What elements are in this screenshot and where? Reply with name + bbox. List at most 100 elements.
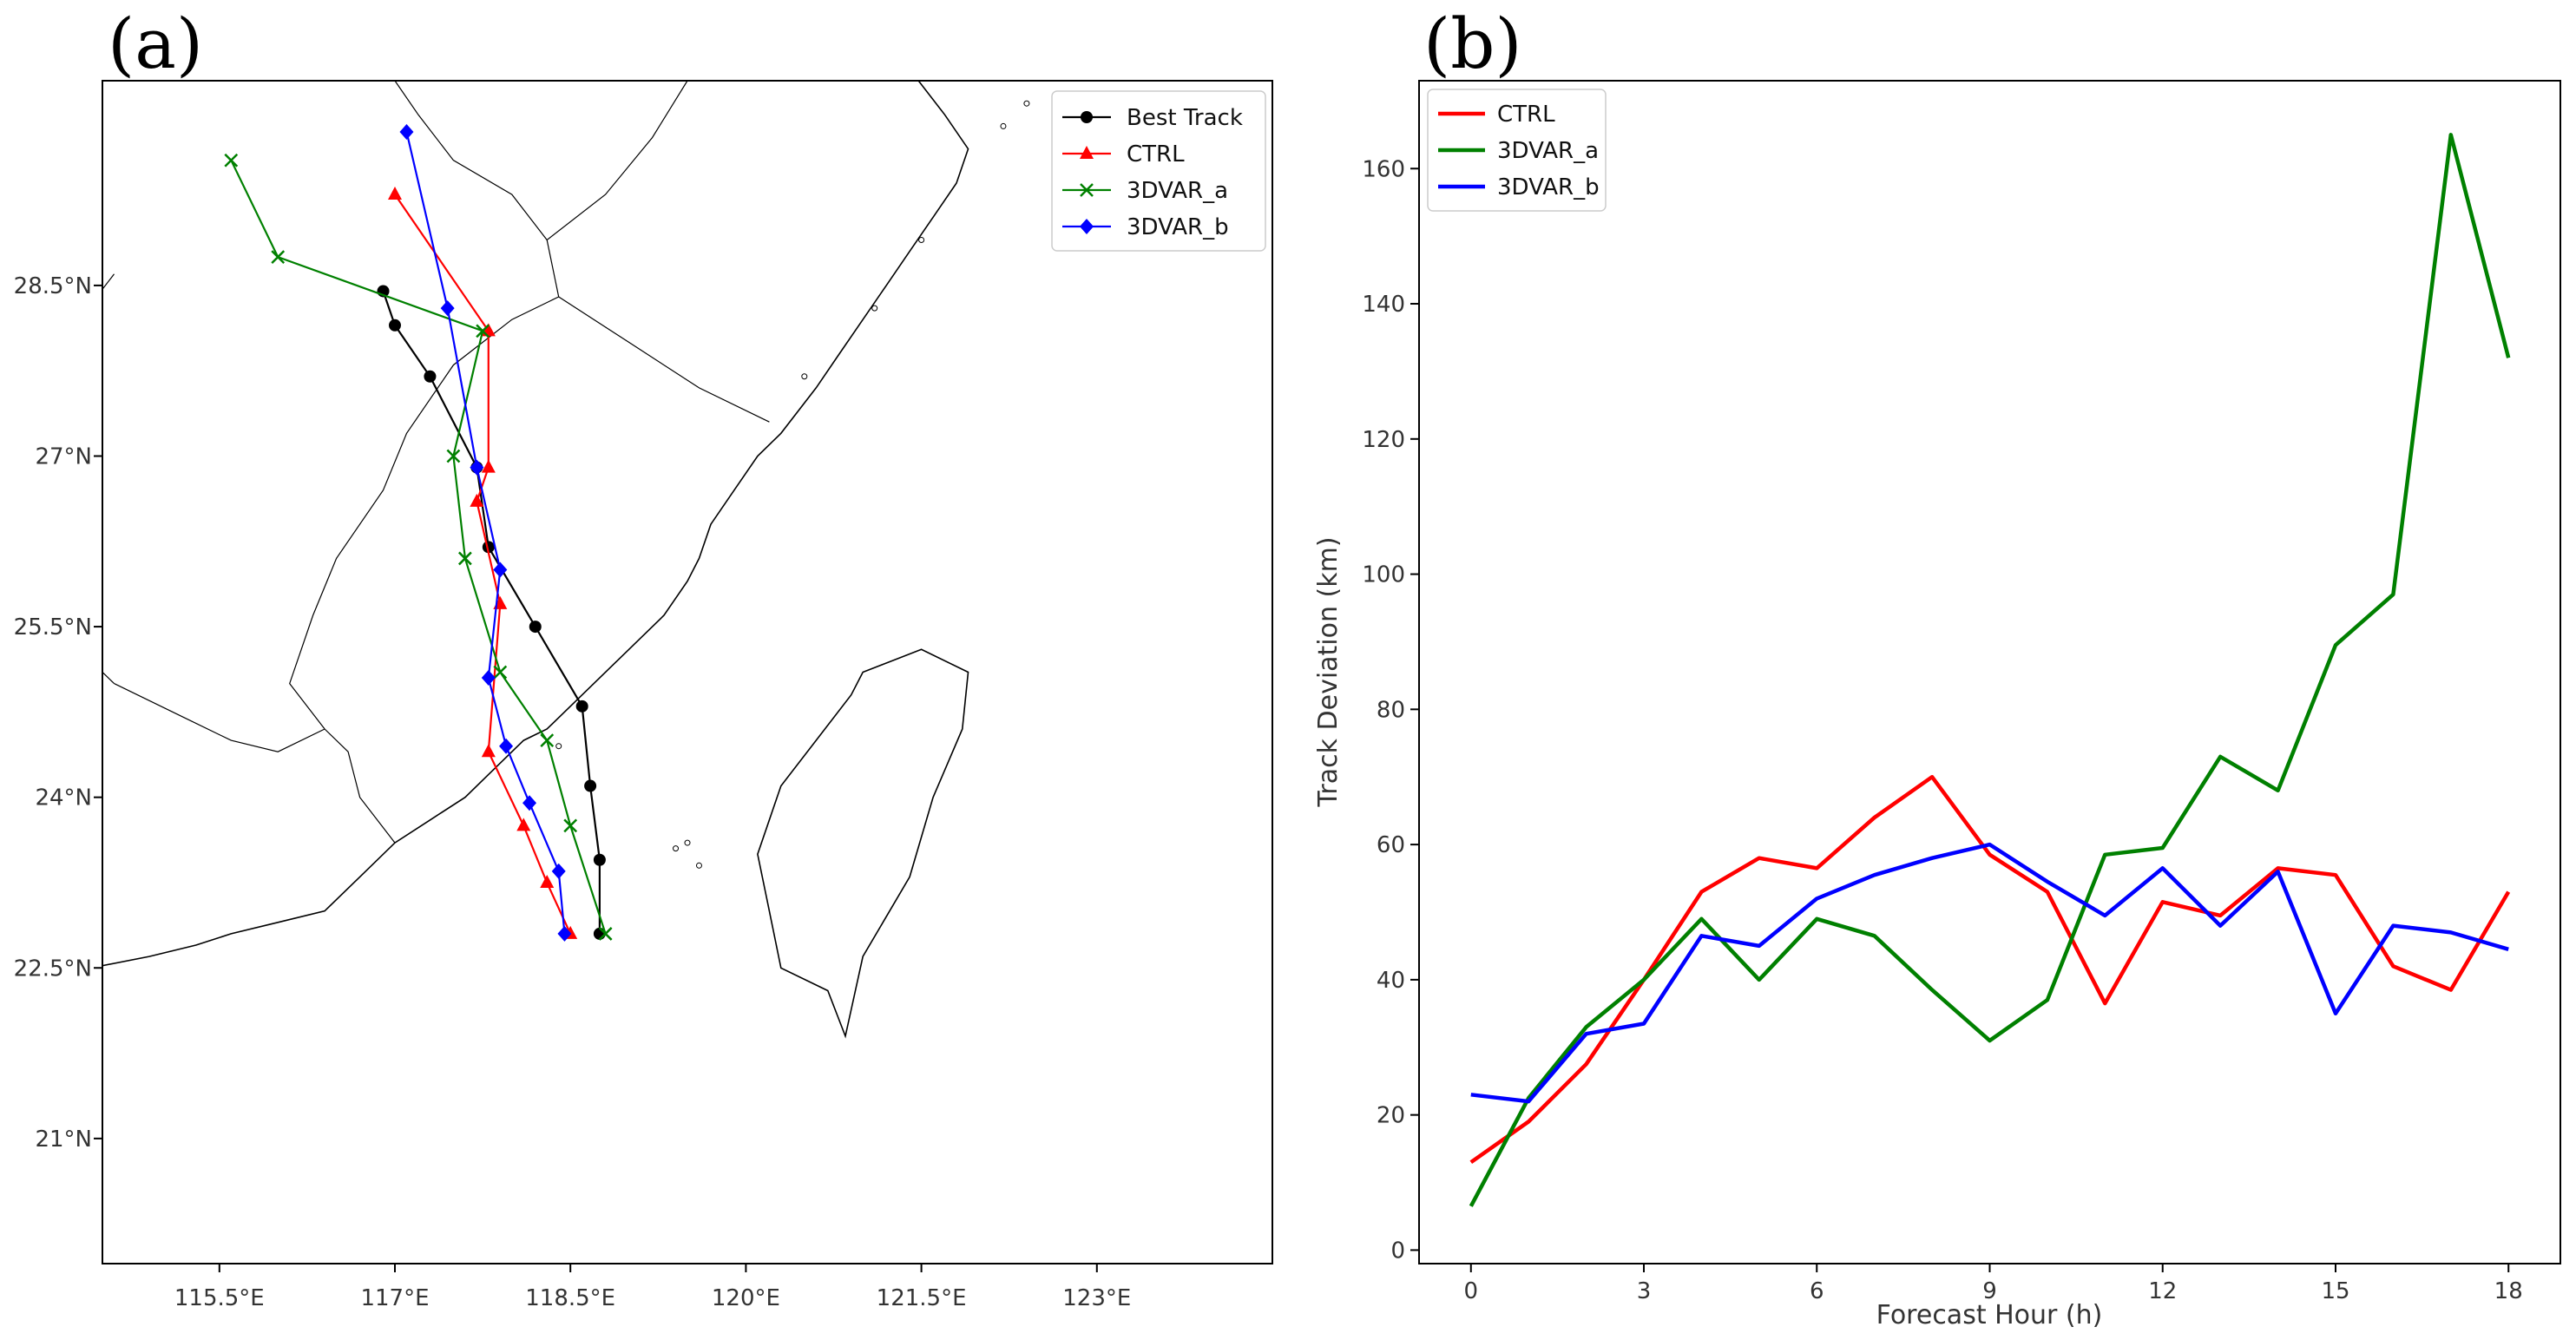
zhejiang-anhui-border (546, 81, 688, 240)
fujian-jiangxi-border (289, 296, 559, 730)
track-line-3dvar-a (230, 160, 607, 935)
line-x-tick-label: 0 (1463, 1278, 1478, 1304)
track-point-best-track (482, 541, 495, 554)
island-2 (695, 862, 702, 869)
track-line-ctrl (394, 194, 572, 935)
track-deviation-panel: 0 3 6 9 12 15 18 0 20 40 60 80 100 120 140 160 Forecas… (1313, 80, 2561, 1330)
jiangxi-hunan-border (102, 273, 115, 291)
island-4 (801, 373, 808, 380)
line-y-ticks: 0 20 40 60 80 100 120 140 160 (1362, 156, 1419, 1264)
line-x-tick-label: 9 (1982, 1278, 1997, 1304)
jiangxi-zhejiang-anhui-border (394, 81, 560, 298)
line-y-tick-label: 100 (1362, 562, 1405, 588)
track-line-best-track (382, 291, 601, 934)
track-point-3dvar-a (540, 733, 555, 748)
line-legend-label-3dvar-a: 3DVAR_a (1497, 138, 1599, 164)
track-point-ctrl (540, 874, 555, 888)
island-3 (673, 845, 680, 852)
map-legend-label-3dvar-b: 3DVAR_b (1127, 214, 1229, 240)
track-map-panel: 115.5°E 117°E 118.5°E 120°E 121.5°E 123°E 21°… (14, 80, 1273, 1311)
track-point-3dvar-b (522, 795, 537, 811)
line-x-tick-label: 12 (2148, 1278, 2177, 1304)
map-axes-frame (102, 80, 1273, 1264)
track-point-3dvar-b (440, 300, 455, 317)
map-x-tick-label: 123°E (1062, 1285, 1131, 1311)
line-legend-label-3dvar-b: 3DVAR_b (1497, 174, 1600, 200)
track-point-ctrl (470, 493, 484, 507)
track-point-best-track (575, 700, 588, 713)
line-x-tick-label: 15 (2321, 1278, 2349, 1304)
line-y-tick-label: 60 (1377, 832, 1405, 858)
track-point-3dvar-a (476, 324, 490, 338)
map-legend: Best Track CTRL 3DVAR_a 3DVAR_b (1051, 90, 1266, 252)
series-line-3dvar-b (1470, 842, 2509, 1104)
map-x-tick-label: 118.5°E (525, 1285, 615, 1311)
y-axis-label: Track Deviation (km) (1313, 536, 1344, 807)
map-y-tick-label: 22.5°N (14, 956, 92, 982)
line-y-tick-label: 20 (1377, 1103, 1405, 1129)
track-point-ctrl (516, 818, 531, 831)
island-9 (1023, 100, 1030, 107)
track-point-best-track (584, 779, 597, 792)
track-point-3dvar-b (493, 562, 508, 578)
track-point-3dvar-b (470, 459, 484, 476)
map-legend-label-3dvar-a: 3DVAR_a (1127, 178, 1228, 204)
track-point-3dvar-a (224, 153, 239, 168)
track-point-3dvar-b (399, 123, 414, 140)
track-point-3dvar-a (446, 449, 461, 463)
map-y-tick-label: 28.5°N (14, 273, 92, 299)
map-x-ticks: 115.5°E 117°E 118.5°E 120°E 121.5°E 123°E (174, 1264, 1131, 1311)
track-point-best-track (424, 370, 437, 383)
series-line-ctrl (1469, 774, 2511, 1165)
island-1 (684, 839, 691, 846)
line-y-tick-label: 80 (1377, 697, 1405, 723)
line-x-tick-label: 18 (2494, 1278, 2523, 1304)
track-point-best-track (529, 621, 542, 634)
map-x-tick-label: 117°E (360, 1285, 429, 1311)
line-x-tick-label: 3 (1637, 1278, 1652, 1304)
taiwan-island (757, 648, 969, 1039)
map-x-tick-label: 120°E (712, 1285, 780, 1311)
map-y-tick-label: 25.5°N (14, 614, 92, 640)
line-y-tick-label: 160 (1362, 156, 1405, 182)
line-x-tick-label: 6 (1810, 1278, 1824, 1304)
track-point-3dvar-a (271, 250, 286, 265)
mainland-coastline (102, 81, 969, 967)
line-axes-frame (1418, 80, 2561, 1264)
series-line-3dvar-a (1469, 133, 2511, 1207)
island-5 (871, 305, 878, 312)
panel-a-label: (a) (108, 3, 203, 84)
track-point-3dvar-a (563, 818, 578, 833)
island-8 (1000, 122, 1007, 129)
guangdong-hunan-border (102, 671, 115, 685)
map-legend-marker-3dvar-a (1080, 183, 1094, 197)
track-point-3dvar-b (481, 670, 496, 686)
track-point-best-track (593, 853, 606, 866)
map-x-tick-label: 115.5°E (174, 1285, 265, 1311)
guangdong-jiangxi-border (114, 683, 325, 752)
track-point-3dvar-a (493, 665, 508, 680)
track-point-3dvar-a (598, 927, 613, 941)
line-legend-box (1427, 89, 1607, 212)
line-y-tick-label: 40 (1377, 968, 1405, 994)
line-legend: CTRL 3DVAR_a 3DVAR_b (1427, 89, 1607, 212)
map-legend-label-best-track: Best Track (1127, 105, 1243, 131)
track-series-group (224, 123, 613, 942)
map-y-tick-label: 27°N (35, 443, 92, 470)
track-point-ctrl (481, 459, 496, 473)
guangdong-fujian-border (324, 728, 396, 844)
track-point-best-track (389, 319, 401, 332)
line-series-group (1469, 133, 2511, 1207)
island-6 (918, 236, 925, 243)
map-legend-label-ctrl: CTRL (1127, 141, 1185, 168)
map-legend-marker-best-track (1081, 111, 1093, 123)
map-coastlines-and-borders (102, 81, 1030, 1039)
line-y-tick-label: 120 (1362, 427, 1405, 453)
island-7 (555, 743, 562, 750)
track-point-3dvar-b (499, 738, 514, 754)
map-legend-box (1051, 90, 1266, 252)
map-y-ticks: 21°N 22.5°N 24°N 25.5°N 27°N 28.5°N (14, 273, 102, 1153)
line-y-tick-label: 140 (1362, 292, 1405, 318)
map-x-tick-label: 121.5°E (877, 1285, 967, 1311)
